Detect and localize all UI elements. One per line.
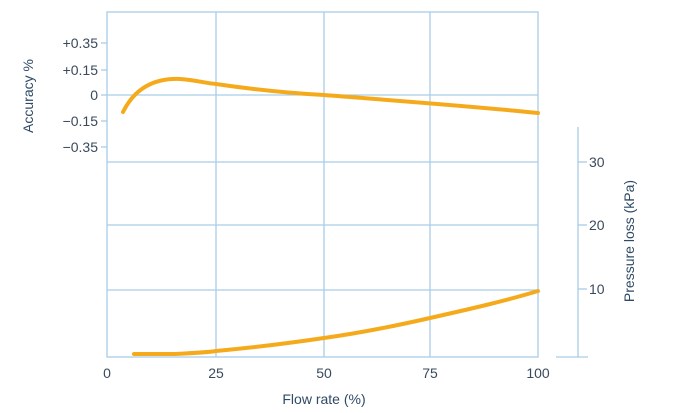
x-tick-label: 100 xyxy=(526,365,550,381)
right-tick-labels: 30 20 10 xyxy=(589,154,605,297)
x-tick-label: 75 xyxy=(422,365,438,381)
x-axis-title: Flow rate (%) xyxy=(282,391,365,407)
left-tick-label: −0.15 xyxy=(63,113,99,129)
left-tick-labels: +0.35 +0.15 0 −0.15 −0.35 xyxy=(63,35,99,155)
x-tick-label: 25 xyxy=(208,365,224,381)
grid xyxy=(101,11,588,358)
right-tick-label: 20 xyxy=(589,217,605,233)
left-axis-title: Accuracy % xyxy=(20,59,36,133)
x-tick-labels: 0 25 50 75 100 xyxy=(103,365,550,381)
left-tick-label: +0.15 xyxy=(63,62,99,78)
right-axis-title: Pressure loss (kPa) xyxy=(621,180,637,302)
right-tick-label: 10 xyxy=(589,281,605,297)
left-tick-label: 0 xyxy=(90,87,98,103)
pressure-loss-curve xyxy=(132,289,540,356)
x-tick-label: 0 xyxy=(103,365,111,381)
x-tick-label: 50 xyxy=(316,365,332,381)
left-tick-label: −0.35 xyxy=(63,139,99,155)
left-tick-label: +0.35 xyxy=(63,35,99,51)
accuracy-curve xyxy=(121,76,540,115)
right-tick-label: 30 xyxy=(589,154,605,170)
plot-frame xyxy=(106,11,539,358)
